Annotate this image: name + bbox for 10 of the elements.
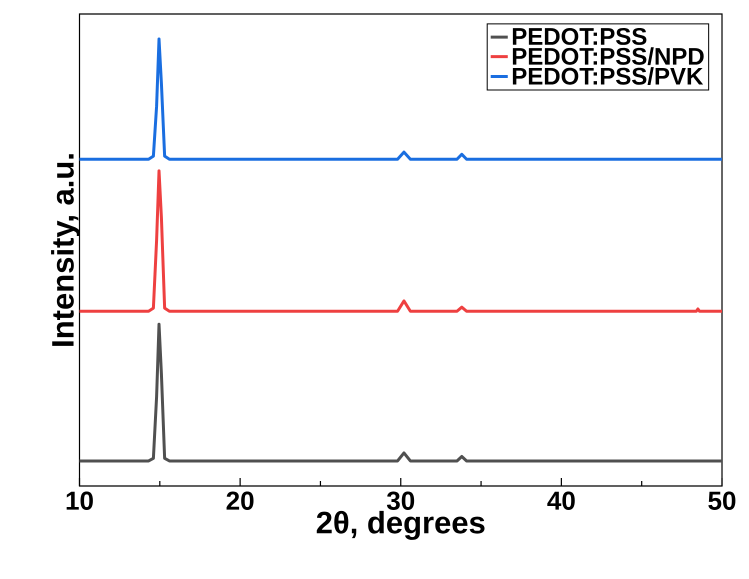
x-tick-label: 20 bbox=[226, 492, 254, 510]
y-axis-title: Intensity, a.u. bbox=[51, 154, 80, 346]
x-tick-label: 10 bbox=[66, 492, 93, 510]
legend-label: PEDOT:PSS/NPD bbox=[512, 47, 704, 66]
legend-label: PEDOT:PSS bbox=[512, 28, 646, 45]
legend-label: PEDOT:PSS/PVK bbox=[512, 67, 704, 85]
x-tick-label: 50 bbox=[708, 492, 736, 510]
x-tick-label: 40 bbox=[547, 492, 575, 510]
x-tick-label: 30 bbox=[386, 492, 414, 510]
x-axis-title: 2θ, degrees bbox=[316, 510, 485, 540]
